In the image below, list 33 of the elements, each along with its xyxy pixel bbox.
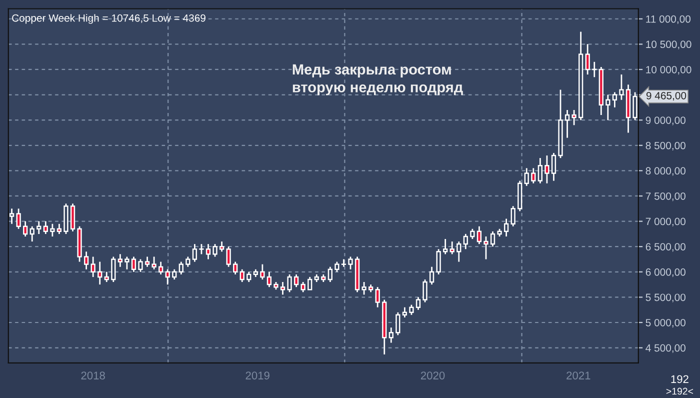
y-tick-label: 10 500,00 [646, 40, 692, 50]
y-tick-label: 6 500,00 [646, 243, 686, 252]
candlestick [50, 223, 55, 238]
y-tick-label: 10 000,00 [646, 66, 692, 75]
y-tick-label: 7 500,00 [646, 192, 686, 202]
candlestick [564, 109, 570, 138]
annotation: 9 465,00 [646, 92, 686, 101]
annotation: Медь закрыла ростом вторую неделю подряд [292, 64, 463, 96]
candlestick [90, 256, 96, 278]
candlestick [98, 261, 102, 286]
y-tick-label: 9 000,00 [646, 116, 686, 126]
y-tick-label: 5 000,00 [646, 318, 686, 328]
x-tick-label: 2020 [420, 372, 445, 380]
y-tick-label: 8 000,00 [646, 167, 686, 176]
text: >192< [666, 388, 694, 395]
x-tick-label: 2018 [81, 372, 105, 380]
candlestick [585, 43, 590, 76]
candlestick [626, 84, 631, 134]
candlestick [118, 253, 122, 268]
y-tick-label: 6 000,00 [646, 268, 686, 277]
candlestick [544, 154, 550, 184]
y-tick-label: 7 000,00 [646, 218, 686, 226]
x-tick-label: 2021 [566, 372, 590, 380]
y-tick-label: 8 500,00 [646, 142, 686, 150]
chart-title: Copper Week High = 10746,5 Low = 4369 [12, 14, 206, 24]
candlestick [592, 61, 597, 78]
y-tick-label: 11 000,00 [646, 15, 691, 24]
x-tick-label: 2019 [246, 372, 270, 380]
candlestick [280, 281, 286, 296]
y-tick-label: 4 500,00 [646, 344, 686, 353]
candlestick [84, 250, 89, 270]
text: 192 [671, 375, 688, 384]
y-tick-label: 5 500,00 [646, 294, 686, 302]
